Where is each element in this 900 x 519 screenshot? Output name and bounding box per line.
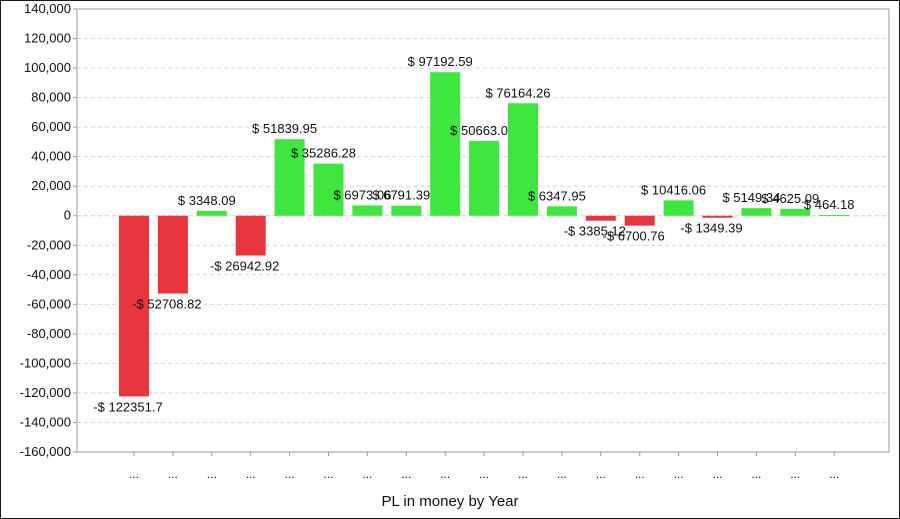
y-tick-label: 40,000 — [31, 149, 71, 164]
y-tick-label: -20,000 — [27, 237, 71, 252]
x-category-label: ... — [790, 467, 800, 481]
x-category-label: ... — [751, 467, 761, 481]
bar-data-label: $ 51839.95 — [252, 121, 317, 136]
bar — [196, 210, 227, 216]
x-axis-categories: ........................................… — [129, 452, 839, 481]
bar-data-label: $ 4625.09 — [761, 191, 819, 206]
y-tick-label: 140,000 — [24, 1, 71, 16]
bar-data-label: $ 464.18 — [804, 197, 855, 212]
y-tick-label: 100,000 — [24, 60, 71, 75]
y-tick-label: -80,000 — [27, 326, 71, 341]
x-category-label: ... — [479, 467, 489, 481]
bars — [119, 72, 850, 397]
bar-data-label: -$ 26942.92 — [210, 259, 279, 274]
bar-data-label: -$ 1349.39 — [680, 221, 742, 236]
bar — [469, 140, 500, 216]
plot-border — [76, 8, 890, 453]
x-category-label: ... — [401, 467, 411, 481]
bar — [119, 215, 149, 397]
bar — [624, 215, 655, 226]
x-category-label: ... — [518, 467, 528, 481]
bar-data-label: -$ 122351.7 — [93, 399, 162, 414]
bar-data-label: -$ 3385.12 — [564, 224, 626, 239]
bar — [313, 163, 344, 216]
y-tick-label: 0 — [64, 208, 71, 223]
bar — [391, 205, 422, 216]
x-category-label: ... — [129, 467, 139, 481]
bar — [663, 200, 694, 216]
bar-data-label: $ 50663.0 — [450, 123, 508, 138]
x-category-label: ... — [440, 467, 450, 481]
bar — [780, 208, 811, 216]
bar — [274, 139, 305, 216]
y-tick-label: 20,000 — [31, 178, 71, 193]
bar-data-label: $ 97192.59 — [408, 54, 473, 69]
x-category-label: ... — [674, 467, 684, 481]
y-axis: 140,000 120,000 100,000 80,000 60,000 40,000 2… — [20, 1, 77, 459]
x-category-label: ... — [246, 467, 256, 481]
bar — [546, 206, 577, 216]
x-category-label: ... — [168, 467, 178, 481]
bar-data-label: $ 76164.26 — [485, 85, 550, 100]
y-tick-label: -160,000 — [20, 444, 71, 459]
bar — [585, 215, 616, 221]
bar-data-label: $ 35286.28 — [291, 146, 356, 161]
bar — [157, 215, 188, 294]
bar-data-label: $ 3348.09 — [178, 193, 236, 208]
x-category-label: ... — [323, 467, 333, 481]
x-axis-label: PL in money by Year — [381, 493, 519, 510]
bar — [741, 208, 772, 216]
bar-data-label: $ 10416.06 — [641, 182, 706, 197]
y-tick-label: 120,000 — [24, 31, 71, 46]
y-tick-label: 80,000 — [31, 90, 71, 105]
x-category-label: ... — [712, 467, 722, 481]
y-tick-label: -100,000 — [20, 355, 71, 370]
y-tick-label: -60,000 — [27, 296, 71, 311]
grid-lines — [76, 8, 890, 453]
bar-data-label: -$ 6700.76 — [603, 229, 665, 244]
x-category-label: ... — [207, 467, 217, 481]
y-tick-label: -140,000 — [20, 414, 71, 429]
bar — [702, 215, 733, 218]
bar — [819, 215, 850, 217]
x-category-label: ... — [362, 467, 372, 481]
bar — [430, 72, 461, 216]
x-category-label: ... — [285, 467, 295, 481]
bar-data-label: $ 6791.39 — [372, 188, 430, 203]
y-tick-label: -120,000 — [20, 385, 71, 400]
bar — [235, 215, 266, 256]
x-category-label: ... — [596, 467, 606, 481]
bar — [352, 205, 383, 216]
x-category-label: ... — [829, 467, 839, 481]
bar-data-label: $ 6973.06 — [333, 187, 391, 202]
x-category-label: ... — [635, 467, 645, 481]
data-labels: -$ 122351.7 -$ 52708.82 $ 3348.09 -$ 26942.… — [93, 54, 854, 414]
bar-data-label: -$ 52708.82 — [132, 297, 201, 312]
x-category-label: ... — [557, 467, 567, 481]
bar-data-label: $ 5149.34 — [722, 190, 780, 205]
y-tick-label: 60,000 — [31, 119, 71, 134]
y-tick-label: -40,000 — [27, 267, 71, 282]
bar-data-label: $ 6347.95 — [528, 188, 586, 203]
bar — [508, 103, 538, 216]
